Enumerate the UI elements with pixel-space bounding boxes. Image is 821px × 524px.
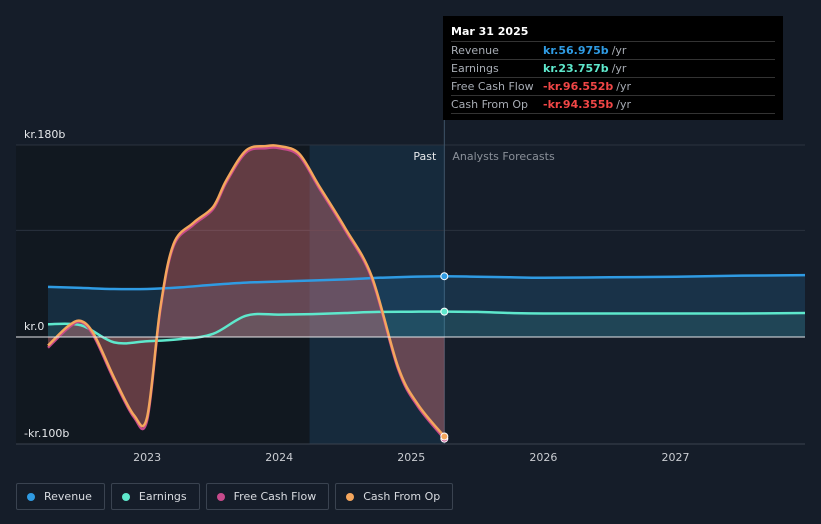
tooltip-row-earnings: Earnings kr.23.757b /yr [451, 59, 775, 77]
earnings-line [47, 310, 806, 345]
gridlines [16, 100, 805, 445]
tooltip-label: Revenue [451, 44, 499, 57]
tooltip-value: kr.56.975b [543, 44, 609, 57]
hover-markers [440, 272, 449, 443]
y-axis-label: kr.180b [24, 128, 65, 141]
tooltip-unit: /yr [616, 80, 631, 93]
free-cash-flow-dot-icon [216, 492, 225, 501]
x-tick-label: 2024 [265, 451, 293, 464]
cash-from-op-line [47, 144, 446, 438]
y-axis-label: -kr.100b [24, 427, 69, 440]
legend-label: Earnings [138, 490, 187, 503]
free-cash-flow-area [48, 147, 445, 439]
tooltip-date: Mar 31 2025 [451, 25, 529, 38]
revenue-dot-icon [27, 492, 35, 501]
tooltip-value: -kr.96.552b [543, 80, 614, 93]
tooltip-value: -kr.94.355b [543, 98, 614, 111]
tooltip-label: Free Cash Flow [451, 80, 534, 93]
x-tick-label: 2023 [133, 451, 161, 464]
tooltip-row-free-cash-flow: Free Cash Flow -kr.96.552b /yr [451, 77, 775, 95]
tooltip-unit: /yr [611, 62, 627, 75]
revenue-line [47, 273, 806, 291]
tooltip: Mar 31 2025 Revenue kr.56.975b /yr Earni… [443, 16, 783, 120]
revenue-marker [440, 272, 449, 281]
x-tick-label: 2025 [397, 451, 425, 464]
earnings-marker [440, 307, 449, 316]
x-tick-label: 2026 [529, 451, 557, 464]
series-lines [16, 144, 806, 440]
tooltip-row-cash-from-op: Cash From Op -kr.94.355b /yr [451, 95, 775, 114]
x-tick-label: 2027 [662, 451, 690, 464]
legend-item-free-cash-flow[interactable]: Free Cash Flow [205, 483, 330, 510]
tooltip-label: Cash From Op [451, 98, 529, 111]
cash-from-op-dot-icon [346, 492, 355, 501]
tooltip-unit: /yr [616, 98, 631, 111]
tooltip-label: Earnings [451, 62, 499, 75]
legend-item-revenue[interactable]: Revenue [16, 483, 105, 510]
y-axis-label: kr.0 [24, 320, 44, 333]
past-label: Past [413, 150, 437, 163]
earnings-dot-icon [121, 492, 130, 501]
tooltip-value: kr.23.757b [543, 62, 609, 75]
legend-item-earnings[interactable]: Earnings [110, 483, 200, 510]
series-areas [48, 145, 805, 439]
cash-from-op-area [48, 145, 445, 437]
chart-area: kr.180b kr.0 -kr.100b 2023 2024 2025 2026 2027 P… [16, 100, 806, 464]
cash-from-op-marker [440, 432, 449, 441]
revenue-area [48, 275, 805, 337]
legend: Revenue Earnings Free Cash Flow Cash Fro… [16, 483, 454, 510]
forecast-label: Analysts Forecasts [452, 150, 555, 163]
legend-label: Free Cash Flow [233, 490, 317, 503]
legend-item-cash-from-op[interactable]: Cash From Op [335, 483, 454, 510]
legend-label: Cash From Op [363, 490, 441, 503]
legend-label: Revenue [44, 490, 92, 503]
earnings-area [48, 311, 805, 344]
tooltip-unit: /yr [611, 44, 627, 57]
tooltip-row-revenue: Revenue kr.56.975b /yr [451, 41, 775, 59]
axis-labels: kr.180b kr.0 -kr.100b 2023 2024 2025 2026 2027 P… [24, 128, 690, 464]
